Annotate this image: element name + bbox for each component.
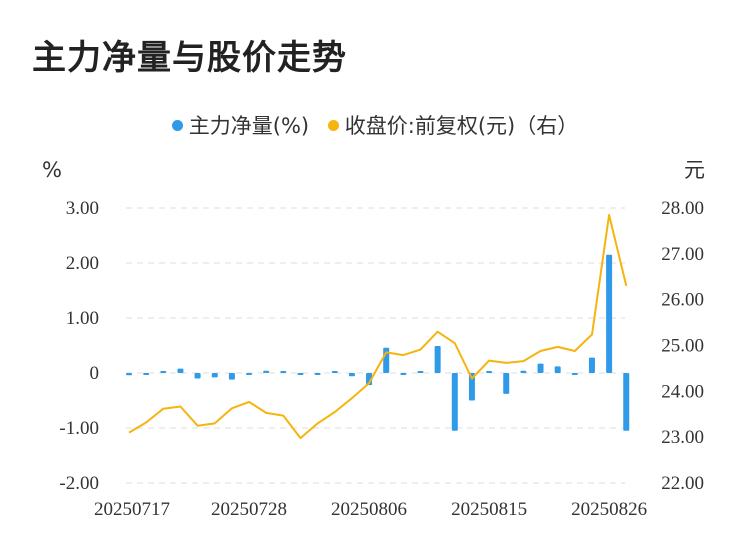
bar	[520, 370, 527, 373]
line-series-marker-icon	[327, 119, 339, 131]
right-tick-label: 23.00	[661, 427, 704, 448]
bar	[588, 357, 595, 373]
bar	[331, 371, 338, 373]
bar-series-marker-icon	[171, 119, 183, 131]
x-tick-label: 20250728	[211, 499, 287, 520]
legend: 主力净量(%) 收盘价:前复权(元)（右）	[0, 110, 750, 140]
left-tick-label: 1.00	[66, 308, 99, 329]
x-tick-label: 20250826	[571, 499, 647, 520]
right-tick-label: 27.00	[661, 244, 704, 265]
bar	[451, 373, 458, 431]
bar	[126, 373, 132, 376]
bar	[623, 373, 630, 431]
bar	[143, 373, 150, 375]
legend-item-bar[interactable]: 主力净量(%)	[171, 110, 310, 140]
left-axis-unit: %	[42, 158, 62, 182]
bar	[228, 373, 235, 380]
bar	[537, 363, 544, 373]
right-tick-label: 25.00	[661, 336, 704, 357]
bar	[554, 366, 561, 373]
bar	[211, 373, 218, 378]
left-tick-label: 0	[90, 363, 100, 384]
x-tick-label: 20250717	[94, 499, 170, 520]
bar	[314, 373, 321, 375]
bar	[263, 370, 270, 373]
bar	[297, 373, 304, 375]
bar	[417, 371, 424, 373]
x-tick-label: 20250815	[451, 499, 527, 520]
bar	[606, 254, 613, 373]
bar	[246, 373, 253, 375]
bar	[434, 346, 441, 373]
legend-bar-label: 主力净量(%)	[188, 114, 310, 138]
bar	[348, 373, 355, 377]
right-tick-label: 28.00	[661, 198, 704, 219]
right-tick-label: 24.00	[661, 381, 704, 402]
right-tick-label: 26.00	[661, 290, 704, 311]
bar	[177, 368, 184, 373]
x-tick-label: 20250806	[331, 499, 407, 520]
right-tick-label: 22.00	[661, 473, 704, 494]
legend-item-line[interactable]: 收盘价:前复权(元)（右）	[327, 110, 579, 140]
chart-title: 主力净量与股价走势	[32, 38, 347, 78]
bar	[160, 371, 167, 373]
left-tick-label: -1.00	[59, 418, 99, 439]
bar	[194, 373, 201, 379]
left-tick-label: 2.00	[66, 253, 99, 274]
bar	[468, 373, 475, 401]
legend-line-label: 收盘价:前复权(元)（右）	[344, 114, 579, 138]
bar	[400, 373, 407, 375]
bar	[571, 373, 578, 375]
bar	[280, 371, 287, 373]
left-tick-label: -2.00	[59, 473, 99, 494]
left-tick-label: 3.00	[66, 198, 99, 219]
right-axis-unit: 元	[684, 158, 705, 182]
bar	[503, 373, 510, 394]
price-line	[128, 213, 628, 440]
bar	[486, 371, 493, 373]
